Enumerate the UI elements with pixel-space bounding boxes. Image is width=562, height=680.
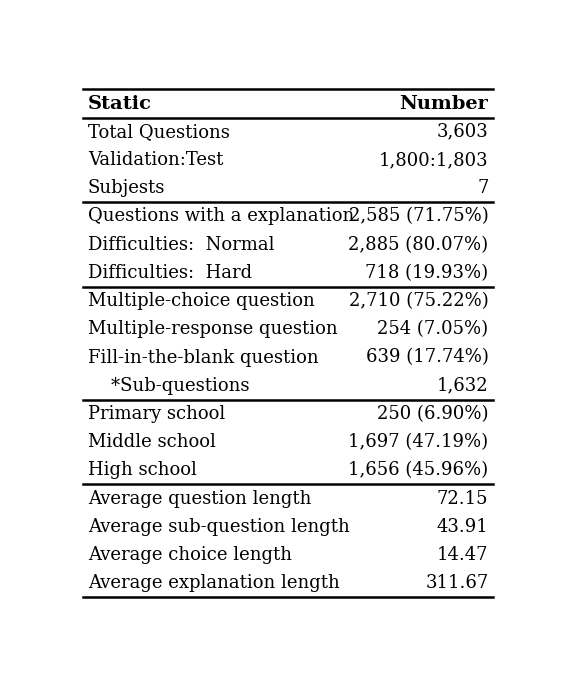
Text: 2,885 (80.07%): 2,885 (80.07%)	[348, 236, 488, 254]
Text: Subjests: Subjests	[88, 180, 165, 197]
Text: Multiple-response question: Multiple-response question	[88, 320, 337, 338]
Text: Difficulties:  Normal: Difficulties: Normal	[88, 236, 274, 254]
Text: 43.91: 43.91	[437, 517, 488, 536]
Text: 254 (7.05%): 254 (7.05%)	[377, 320, 488, 338]
Text: Average choice length: Average choice length	[88, 546, 292, 564]
Text: Fill-in-the-blank question: Fill-in-the-blank question	[88, 349, 318, 367]
Text: High school: High school	[88, 461, 197, 479]
Text: Multiple-choice question: Multiple-choice question	[88, 292, 314, 310]
Text: Validation:Test: Validation:Test	[88, 151, 223, 169]
Text: 3,603: 3,603	[437, 123, 488, 141]
Text: 718 (19.93%): 718 (19.93%)	[365, 264, 488, 282]
Text: Average sub-question length: Average sub-question length	[88, 517, 350, 536]
Text: 72.15: 72.15	[437, 490, 488, 507]
Text: Number: Number	[400, 95, 488, 113]
Text: Average question length: Average question length	[88, 490, 311, 507]
Text: Questions with a explanation: Questions with a explanation	[88, 207, 354, 226]
Text: 1,656 (45.96%): 1,656 (45.96%)	[348, 461, 488, 479]
Text: Middle school: Middle school	[88, 433, 216, 451]
Text: 14.47: 14.47	[437, 546, 488, 564]
Text: 311.67: 311.67	[425, 574, 488, 592]
Text: Static: Static	[88, 95, 152, 113]
Text: 2,710 (75.22%): 2,710 (75.22%)	[348, 292, 488, 310]
Text: Primary school: Primary school	[88, 405, 225, 423]
Text: 2,585 (71.75%): 2,585 (71.75%)	[348, 207, 488, 226]
Text: *Sub-questions: *Sub-questions	[88, 377, 249, 394]
Text: 1,800:1,803: 1,800:1,803	[379, 151, 488, 169]
Text: 250 (6.90%): 250 (6.90%)	[377, 405, 488, 423]
Text: 1,697 (47.19%): 1,697 (47.19%)	[348, 433, 488, 451]
Text: Average explanation length: Average explanation length	[88, 574, 339, 592]
Text: 1,632: 1,632	[437, 377, 488, 394]
Text: 639 (17.74%): 639 (17.74%)	[365, 349, 488, 367]
Text: Total Questions: Total Questions	[88, 123, 229, 141]
Text: Difficulties:  Hard: Difficulties: Hard	[88, 264, 252, 282]
Text: 7: 7	[477, 180, 488, 197]
